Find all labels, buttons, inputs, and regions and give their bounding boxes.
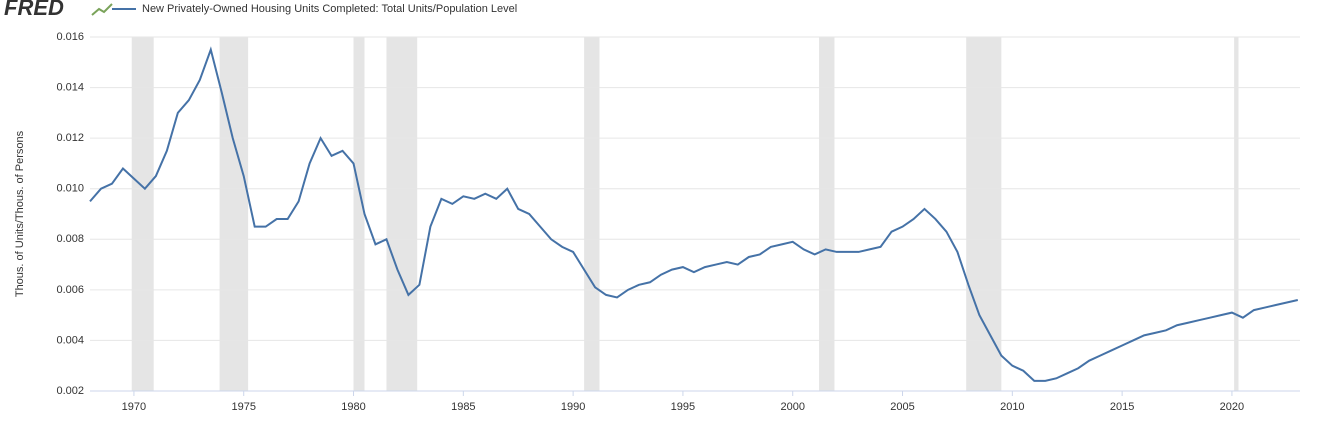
- x-tick-label: 1970: [122, 401, 146, 413]
- recession-band: [353, 37, 365, 391]
- recession-band: [131, 37, 154, 391]
- recession-band: [219, 37, 249, 391]
- y-tick-label: 0.008: [56, 233, 84, 245]
- logo-icon: [91, 3, 113, 16]
- x-tick-label: 1995: [671, 401, 695, 413]
- recession-band: [584, 37, 600, 391]
- x-tick-label: 2020: [1220, 401, 1244, 413]
- recession-band: [966, 37, 1002, 391]
- x-tick-label: 1985: [451, 401, 475, 413]
- data-line: [89, 46, 1299, 382]
- recession-band: [386, 37, 418, 391]
- x-tick-label: 2000: [780, 401, 804, 413]
- y-tick-label: 0.006: [56, 284, 84, 296]
- y-tick-label: 0.014: [56, 81, 84, 93]
- x-tick-label: 1980: [341, 401, 365, 413]
- y-tick-label: 0.004: [56, 334, 84, 346]
- recession-band: [819, 37, 835, 391]
- x-tick-label: 2005: [890, 401, 914, 413]
- legend-label: New Privately-Owned Housing Units Comple…: [142, 3, 517, 15]
- y-tick-label: 0.010: [56, 183, 84, 195]
- x-tick-label: 2010: [1000, 401, 1024, 413]
- y-tick-label: 0.012: [56, 132, 84, 144]
- y-axis-label: Thous. of Units/Thous. of Persons: [14, 130, 26, 297]
- recession-band: [1234, 37, 1239, 391]
- y-tick-label: 0.016: [56, 31, 84, 43]
- x-tick-label: 2015: [1110, 401, 1134, 413]
- y-tick-label: 0.002: [56, 385, 84, 397]
- logo: FRED: [4, 0, 64, 20]
- x-tick-label: 1975: [231, 401, 255, 413]
- x-tick-label: 1990: [561, 401, 585, 413]
